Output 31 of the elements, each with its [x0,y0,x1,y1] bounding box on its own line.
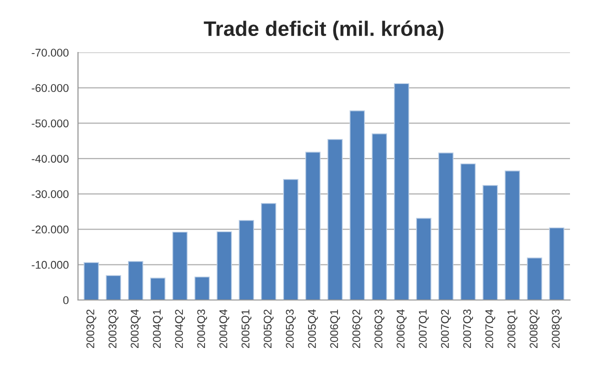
x-tick-label: 2004Q3 [197,310,208,348]
x-tick-label: 2006Q2 [352,310,362,348]
x-tick-label: 2003Q4 [130,309,141,348]
x-tick-label: 2006Q4 [396,309,407,348]
y-tick-label: 0 [63,296,69,304]
x-tick-label: 2004Q2 [175,310,185,348]
chart-title: Trade deficit (mil. króna) [204,20,444,40]
x-tick-label: 2004Q4 [219,309,230,348]
x-tick-label: 2005Q2 [264,310,274,348]
x-tick-label: 2005Q1 [242,310,252,348]
x-tick-label: 2007Q3 [463,310,474,348]
x-tick-label: 2007Q1 [418,310,429,348]
x-tick-label: 2008Q1 [507,310,518,348]
y-tick-label: -20.000 [32,226,69,234]
y-tick-label: -10.000 [32,260,69,269]
x-tick-label: 2005Q4 [308,309,318,348]
x-tick-label: 2006Q1 [330,310,340,348]
x-tick-label: 2004Q1 [152,310,163,348]
x-tick-label: 2008Q3 [552,310,562,348]
x-tick-label: 2005Q3 [286,310,296,348]
x-tick-label: 2008Q2 [530,310,540,348]
y-tick-label: -50.000 [32,119,69,128]
y-tick-label: -60.000 [32,84,69,92]
x-tick-label: 2003Q3 [108,310,118,348]
x-tick-label: 2006Q3 [374,310,384,348]
x-tick-label: 2007Q2 [441,310,451,348]
y-tick-label: -30.000 [32,190,69,198]
x-tick-label: 2003Q2 [86,310,96,348]
y-tick-label: -40.000 [32,154,69,163]
x-tick-label: 2007Q4 [485,309,496,348]
y-tick-label: -70.000 [32,48,69,57]
